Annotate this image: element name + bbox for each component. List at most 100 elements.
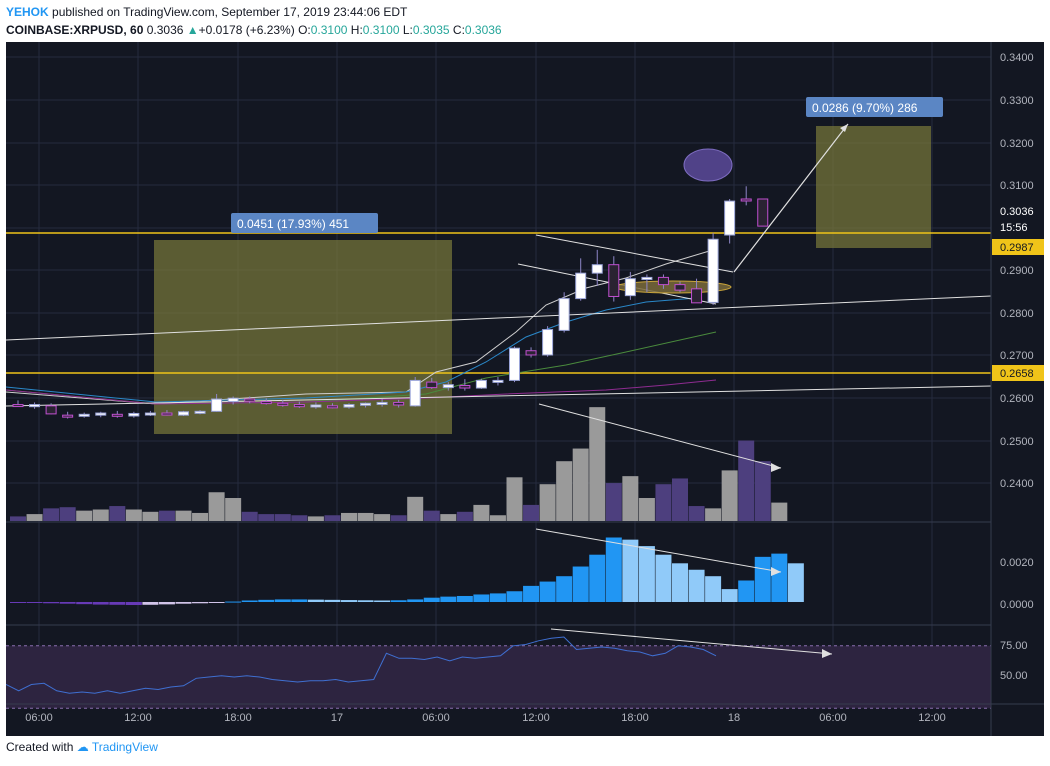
top-ellipse[interactable] <box>683 148 733 182</box>
rsi-line <box>5 636 717 694</box>
volume-bar <box>109 506 126 521</box>
candle-body <box>310 404 322 408</box>
measure-label-2-bg <box>806 97 943 117</box>
volume-bar <box>258 514 275 521</box>
macd-bar <box>572 566 589 602</box>
volume-bar <box>506 477 523 521</box>
volume-bar <box>456 511 473 521</box>
last-price: 0.3036 <box>146 23 184 37</box>
measure-label-2: 0.0286 (9.70%) 286 <box>812 101 918 115</box>
up-triangle-icon: ▲ <box>186 23 199 37</box>
ohlc-c-label: C: <box>452 23 465 37</box>
projection-arrowhead <box>840 124 848 132</box>
candle-body <box>459 384 471 389</box>
candle-body <box>608 264 620 297</box>
volume-bar <box>324 515 341 521</box>
candle-body <box>492 379 504 383</box>
macd-bar <box>341 600 357 602</box>
candlesticks <box>12 186 769 419</box>
macd-bar <box>10 602 26 603</box>
ma-medium <box>5 297 697 403</box>
macd-bar <box>506 591 523 602</box>
symbol-interval[interactable]: COINBASE:XRPUSD, 60 <box>6 23 144 37</box>
chart-header: YEHOK published on TradingView.com, Sept… <box>0 0 1050 42</box>
macd-bar <box>125 602 142 606</box>
volume-bar <box>407 496 424 521</box>
volume-bar <box>423 510 440 521</box>
macd-divergence-arrowhead <box>771 567 781 576</box>
macd-bar <box>59 602 76 604</box>
macd-divergence-line[interactable] <box>535 528 782 573</box>
macd-bar <box>721 589 738 602</box>
volume-bar <box>622 476 639 521</box>
volume-bar <box>225 498 242 521</box>
candle-body <box>95 412 107 416</box>
rsi-pane <box>5 636 991 709</box>
candle-body <box>161 412 173 416</box>
level-label-upper: 0.2987 <box>1000 242 1034 254</box>
candle-body <box>45 405 57 415</box>
macd-bar <box>26 602 43 603</box>
price-change: +0.0178 (+6.23%) <box>198 23 295 37</box>
volume-bar <box>142 511 159 521</box>
trendline-support-lower[interactable] <box>5 385 992 407</box>
ohlc-open: 0.3100 <box>310 23 348 37</box>
macd-axis[interactable]: 0.0020 0.0000 <box>1000 557 1034 611</box>
price-tick: 0.2400 <box>1000 478 1034 490</box>
channel-line-top[interactable] <box>535 234 734 273</box>
current-price-label: 0.3036 <box>1000 206 1034 218</box>
volume-bar <box>192 512 209 521</box>
time-axis[interactable]: 06:00 12:00 18:00 17 06:00 12:00 18:00 1… <box>25 712 946 724</box>
measure-box-2[interactable] <box>816 126 931 248</box>
macd-bar <box>672 563 688 602</box>
author-name[interactable]: YEHOK <box>6 5 49 19</box>
measure-label-1-bg <box>231 213 378 233</box>
macd-bar <box>754 556 771 602</box>
macd-bar <box>109 602 126 605</box>
rsi-divergence-line[interactable] <box>550 628 833 655</box>
macd-bar <box>225 601 242 603</box>
chart-svg[interactable]: 0.0451 (17.93%) 451 0.0286 (9.70%) 286 0… <box>5 42 1044 736</box>
macd-bar <box>688 569 705 602</box>
macd-bar <box>92 602 109 605</box>
trendline-support-upper[interactable] <box>5 295 992 341</box>
rsi-axis[interactable]: 75.00 50.00 <box>1000 640 1028 682</box>
candle-body <box>558 298 570 331</box>
volume-bar <box>771 502 788 521</box>
volume-bar <box>26 514 43 521</box>
volume-bar <box>76 510 93 521</box>
candle-body <box>343 404 355 408</box>
time-tick: 06:00 <box>25 712 53 724</box>
volume-bar <box>390 515 407 521</box>
tradingview-link[interactable]: TradingView <box>91 740 158 754</box>
volume-bar <box>721 470 738 521</box>
candle-body <box>542 329 554 356</box>
macd-bar <box>556 576 573 602</box>
ma-fast <box>5 248 717 405</box>
volume-bar <box>738 440 755 521</box>
time-tick: 17 <box>331 712 343 724</box>
candle-body <box>657 276 669 286</box>
macd-bar <box>473 594 490 602</box>
countdown-label: 15:56 <box>1000 222 1028 234</box>
candle-body <box>740 198 752 202</box>
candle-body <box>293 404 305 408</box>
volume-bar <box>374 514 391 521</box>
volume-divergence-line[interactable] <box>538 403 782 469</box>
candle-body <box>591 264 603 274</box>
candle-body <box>393 401 405 406</box>
time-tick: 06:00 <box>819 712 847 724</box>
candle-body <box>227 397 239 403</box>
chart-area[interactable]: 0.0451 (17.93%) 451 0.0286 (9.70%) 286 0… <box>5 42 1044 736</box>
macd-bar <box>638 546 655 602</box>
volume-histogram <box>10 407 788 521</box>
projection-arrow[interactable] <box>733 123 849 273</box>
time-tick: 12:00 <box>124 712 152 724</box>
publish-info: YEHOK published on TradingView.com, Sept… <box>6 5 407 19</box>
price-axis[interactable]: 0.3400 0.3300 0.3200 0.3100 0.2900 0.280… <box>1000 52 1034 490</box>
candle-body <box>724 200 736 236</box>
macd-bar <box>258 599 275 602</box>
macd-bar <box>324 599 341 602</box>
ohlc-l-label: L: <box>402 23 413 37</box>
candle-body <box>509 347 520 381</box>
